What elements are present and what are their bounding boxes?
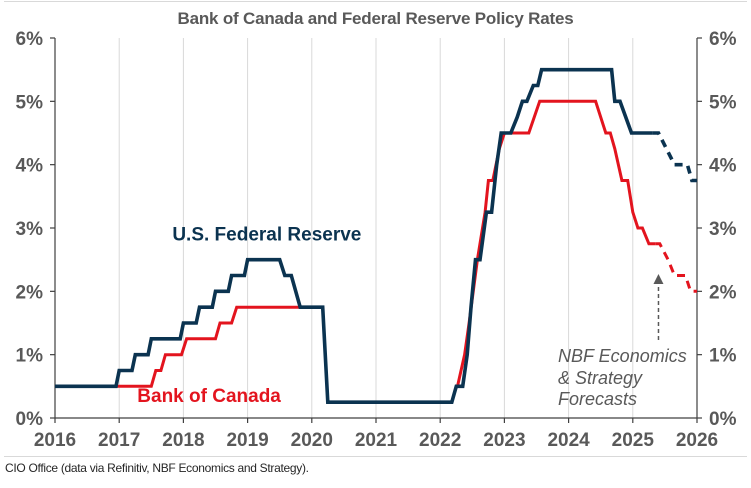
chart: 0% 1% 2% 3% 4% 5% 6% 0% 1% 2% 3% 4% 5% 6% 2016 2017 2018… <box>16 29 737 451</box>
gridlines <box>118 38 634 418</box>
y-tick-label-left: 3% <box>16 219 44 240</box>
x-tick-label: 2019 <box>226 430 268 451</box>
boc-series-label: Bank of Canada <box>137 386 281 407</box>
series-line-bank-of-canada <box>116 305 299 388</box>
y-tick-label-right: 6% <box>709 29 737 50</box>
x-tick-label: 2016 <box>34 430 76 451</box>
series-line-bank-of-canada-forecast <box>655 242 697 293</box>
x-tick-label: 2020 <box>291 430 333 451</box>
x-tick-label: 2022 <box>419 430 461 451</box>
x-tick-label: 2017 <box>98 430 140 451</box>
y-tick-label-right: 5% <box>709 92 737 113</box>
forecast-annotation-line-1: NBF Economics <box>558 346 687 366</box>
footer-divider <box>4 456 747 457</box>
source-footnote: CIO Office (data via Refinitiv, NBF Econ… <box>5 461 309 475</box>
x-tick-label: 2026 <box>676 430 718 451</box>
x-tick-label: 2025 <box>612 430 655 451</box>
y-tick-label-right: 2% <box>709 282 737 303</box>
axes: 0% 1% 2% 3% 4% 5% 6% 0% 1% 2% 3% 4% 5% 6% 2016 2017 2018… <box>16 29 737 451</box>
series-lines <box>55 67 697 404</box>
series-line-u-s-federal-reserve <box>55 67 653 404</box>
y-tick-label-left: 2% <box>16 282 44 303</box>
y-tick-label-right: 3% <box>709 219 737 240</box>
y-tick-label-left: 6% <box>16 29 44 50</box>
y-tick-label-left: 0% <box>16 409 44 430</box>
forecast-arrow <box>653 274 664 340</box>
y-tick-label-right: 0% <box>709 409 737 430</box>
x-tick-label: 2018 <box>162 430 204 451</box>
y-tick-label-left: 4% <box>16 156 44 177</box>
fed-series-label: U.S. Federal Reserve <box>172 225 361 246</box>
series-line-u-s-federal-reserve-forecast <box>652 131 697 183</box>
series-line-bank-of-canada-2022-2025 <box>456 99 656 387</box>
forecast-annotation-line-3: Forecasts <box>558 389 637 409</box>
labels: U.S. Federal Reserve Bank of Canada NBF … <box>137 225 686 409</box>
y-tick-label-left: 1% <box>16 346 44 367</box>
forecast-annotation-line-2: & Strategy <box>558 368 643 388</box>
x-tick-label: 2023 <box>483 430 525 451</box>
y-tick-label-right: 1% <box>709 346 737 367</box>
y-tick-label-right: 4% <box>709 156 737 177</box>
x-tick-label: 2024 <box>547 430 590 451</box>
x-tick-label: 2021 <box>355 430 398 451</box>
y-tick-label-left: 5% <box>16 92 44 113</box>
top-divider <box>4 1 747 2</box>
forecast-arrow-head <box>653 274 664 284</box>
chart-title: Bank of Canada and Federal Reserve Polic… <box>177 9 574 28</box>
